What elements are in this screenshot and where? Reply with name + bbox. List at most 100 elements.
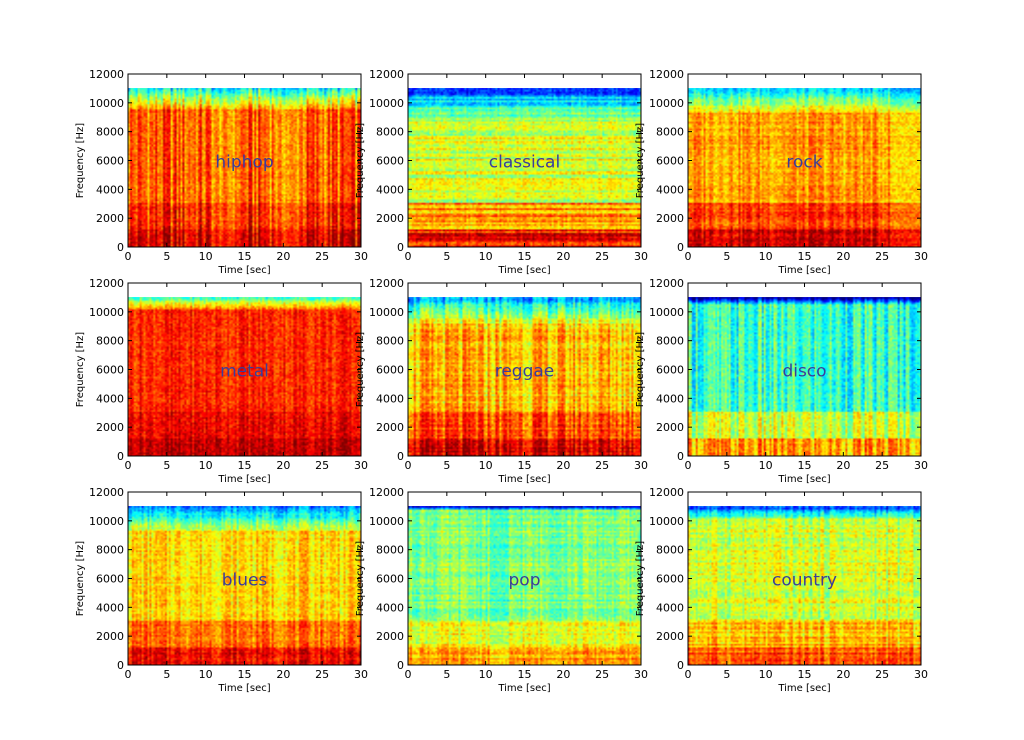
y-axis-label: Frequency [Hz]	[75, 123, 86, 199]
y-axis-label: Frequency [Hz]	[635, 541, 646, 617]
x-tick-label: 30	[634, 459, 648, 472]
x-tick-label: 10	[199, 668, 213, 681]
y-axis-label: Frequency [Hz]	[355, 332, 366, 408]
y-tick-label: 6000	[376, 155, 404, 168]
x-axis-label: Time [sec]	[777, 265, 830, 276]
y-axis-label: Frequency [Hz]	[635, 332, 646, 408]
y-tick-label: 12000	[369, 68, 404, 81]
x-tick-label: 30	[354, 668, 368, 681]
x-tick-label: 15	[798, 459, 812, 472]
y-tick-label: 10000	[89, 97, 124, 110]
y-tick-label: 12000	[649, 277, 684, 290]
y-tick-label: 0	[117, 241, 124, 254]
spectrogram-heatmap	[408, 88, 641, 248]
y-tick-label: 12000	[649, 68, 684, 81]
spectrogram-heatmap	[408, 506, 641, 665]
spectrogram-heatmap	[128, 88, 361, 248]
x-tick-label: 20	[276, 668, 290, 681]
x-tick-label: 10	[759, 668, 773, 681]
x-tick-label: 15	[798, 250, 812, 263]
spectrogram-panel-pop: 0 5 10 15 20 25 30 0 2000 4000 6000 8000 10000 12000 T…	[355, 486, 648, 694]
x-tick-label: 25	[595, 459, 609, 472]
y-tick-label: 2000	[96, 421, 124, 434]
x-tick-label: 30	[914, 668, 928, 681]
x-tick-label: 25	[315, 668, 329, 681]
x-tick-label: 5	[163, 668, 170, 681]
y-tick-label: 10000	[649, 306, 684, 319]
x-tick-label: 0	[405, 668, 412, 681]
spectrogram-panel-rock: 0 5 10 15 20 25 30 0 2000 4000 6000 8000 10000 12000 T…	[635, 68, 928, 276]
x-tick-label: 25	[315, 250, 329, 263]
x-tick-label: 15	[518, 668, 532, 681]
y-tick-label: 8000	[376, 126, 404, 139]
x-axis-label: Time [sec]	[777, 683, 830, 694]
y-tick-label: 10000	[89, 306, 124, 319]
x-tick-label: 30	[354, 459, 368, 472]
y-tick-label: 6000	[376, 364, 404, 377]
x-tick-label: 25	[875, 668, 889, 681]
y-tick-label: 10000	[369, 515, 404, 528]
y-tick-label: 10000	[89, 515, 124, 528]
x-tick-label: 15	[238, 668, 252, 681]
x-tick-label: 10	[759, 250, 773, 263]
x-tick-label: 10	[479, 668, 493, 681]
y-tick-label: 4000	[96, 392, 124, 405]
x-tick-label: 5	[163, 250, 170, 263]
spectrogram-panel-country: 0 5 10 15 20 25 30 0 2000 4000 6000 8000 10000 12000 T…	[635, 486, 928, 694]
spectrogram-heatmap	[688, 297, 921, 456]
x-tick-label: 0	[685, 250, 692, 263]
y-tick-label: 0	[677, 659, 684, 672]
y-tick-label: 0	[397, 241, 404, 254]
x-tick-label: 30	[634, 250, 648, 263]
x-tick-label: 25	[315, 459, 329, 472]
x-tick-label: 0	[125, 250, 132, 263]
spectrogram-panel-hiphop: 0 5 10 15 20 25 30 0 2000 4000 6000 8000 10000 12000 T…	[75, 68, 368, 276]
y-axis-label: Frequency [Hz]	[635, 123, 646, 199]
y-tick-label: 4000	[376, 392, 404, 405]
y-tick-label: 8000	[96, 126, 124, 139]
y-axis-label: Frequency [Hz]	[75, 541, 86, 617]
x-tick-label: 5	[723, 250, 730, 263]
genre-label: pop	[509, 571, 541, 591]
x-tick-label: 15	[238, 250, 252, 263]
y-axis-label: Frequency [Hz]	[355, 541, 366, 617]
y-tick-label: 8000	[376, 544, 404, 557]
y-tick-label: 2000	[376, 212, 404, 225]
y-tick-label: 8000	[96, 544, 124, 557]
spectrogram-heatmap	[128, 297, 361, 456]
spectrogram-panel-reggae: 0 5 10 15 20 25 30 0 2000 4000 6000 8000 10000 12000 T…	[355, 277, 648, 485]
x-tick-label: 25	[595, 668, 609, 681]
y-tick-label: 0	[677, 450, 684, 463]
x-tick-label: 20	[276, 250, 290, 263]
genre-label: rock	[786, 153, 822, 173]
y-axis-label: Frequency [Hz]	[75, 332, 86, 408]
x-tick-label: 30	[914, 250, 928, 263]
y-tick-label: 0	[397, 659, 404, 672]
x-axis-label: Time [sec]	[217, 683, 270, 694]
x-tick-label: 0	[405, 459, 412, 472]
x-tick-label: 20	[276, 459, 290, 472]
y-tick-label: 2000	[376, 630, 404, 643]
spectrogram-heatmap	[128, 506, 361, 665]
y-tick-label: 2000	[656, 212, 684, 225]
x-tick-label: 10	[479, 459, 493, 472]
x-tick-label: 25	[875, 459, 889, 472]
x-tick-label: 30	[354, 250, 368, 263]
y-tick-label: 4000	[656, 183, 684, 196]
y-tick-label: 6000	[96, 573, 124, 586]
y-tick-label: 4000	[656, 601, 684, 614]
x-axis-label: Time [sec]	[217, 265, 270, 276]
y-tick-label: 6000	[96, 155, 124, 168]
x-tick-label: 15	[238, 459, 252, 472]
x-tick-label: 5	[163, 459, 170, 472]
x-axis-label: Time [sec]	[497, 474, 550, 485]
y-tick-label: 10000	[369, 97, 404, 110]
x-tick-label: 15	[518, 250, 532, 263]
y-tick-label: 0	[397, 450, 404, 463]
genre-label: disco	[782, 362, 826, 382]
x-tick-label: 25	[595, 250, 609, 263]
y-tick-label: 2000	[656, 421, 684, 434]
y-tick-label: 6000	[96, 364, 124, 377]
y-tick-label: 4000	[96, 601, 124, 614]
